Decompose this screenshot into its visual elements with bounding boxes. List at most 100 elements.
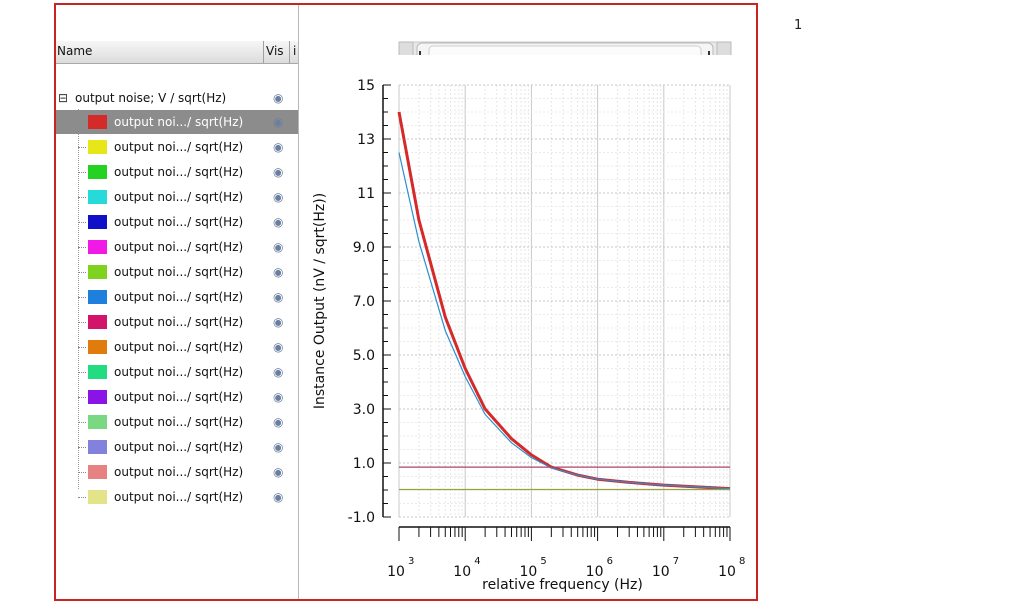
x-tick-label: 10 [453, 564, 471, 580]
tree-connector [78, 347, 86, 348]
trace-item[interactable]: output noi.../ sqrt(Hz) ◉ [56, 210, 298, 234]
eye-icon[interactable]: ◉ [273, 290, 284, 304]
x-tick-label: 10 [652, 564, 670, 580]
trace-item[interactable]: output noi.../ sqrt(Hz) ◉ [56, 485, 298, 509]
right-arrow-icon[interactable] [716, 41, 732, 55]
tree-connector [78, 272, 86, 273]
color-swatch [88, 165, 107, 179]
tree-connector [78, 197, 86, 198]
eye-icon[interactable]: ◉ [273, 215, 284, 229]
x-tick-exponent: 3 [408, 556, 414, 567]
noise-chart[interactable]: 15 13 11 9.0 7.0 5.0 3.0 1.0 -1.0 Instance Output… [299, 5, 756, 599]
eye-icon[interactable]: ◉ [273, 140, 284, 154]
trace-item[interactable]: output noi.../ sqrt(Hz) ◉ [56, 235, 298, 259]
trace-browser: Name Vis i ⊟ output noise; V / sqrt(Hz) … [56, 5, 299, 599]
x-tick-label: 10 [586, 564, 604, 580]
y-tick-label: 15 [357, 78, 375, 94]
color-swatch [88, 340, 107, 354]
eye-icon[interactable]: ◉ [273, 240, 284, 254]
trace-label: output noi.../ sqrt(Hz) [114, 340, 244, 354]
trace-item[interactable]: output noi.../ sqrt(Hz) ◉ [56, 360, 298, 384]
trace-label: output noi.../ sqrt(Hz) [114, 165, 244, 179]
tree-connector [78, 422, 86, 423]
trace-label: output noi.../ sqrt(Hz) [114, 465, 244, 479]
trace-item[interactable]: output noi.../ sqrt(Hz) ◉ [56, 285, 298, 309]
eye-icon[interactable]: ◉ [273, 390, 284, 404]
tree-root[interactable]: ⊟ output noise; V / sqrt(Hz) ◉ [56, 89, 298, 109]
trace-label: output noi.../ sqrt(Hz) [114, 290, 244, 304]
trace-item[interactable]: output noi.../ sqrt(Hz) ◉ [56, 135, 298, 159]
trace-label: output noi.../ sqrt(Hz) [114, 115, 244, 129]
trace-label: output noi.../ sqrt(Hz) [114, 490, 244, 504]
color-swatch [88, 215, 107, 229]
color-swatch [88, 190, 107, 204]
eye-icon[interactable]: ◉ [273, 440, 284, 454]
eye-icon[interactable]: ◉ [273, 190, 284, 204]
graph-window: 1 Name Vis i ⊟ output noise; V / sqrt(Hz… [54, 3, 802, 601]
color-swatch [88, 115, 107, 129]
trace-label: output noi.../ sqrt(Hz) [114, 440, 244, 454]
eye-icon[interactable]: ◉ [273, 340, 284, 354]
eye-icon[interactable]: ◉ [273, 265, 284, 279]
color-swatch [88, 490, 107, 504]
collapse-icon[interactable]: ⊟ [58, 91, 69, 105]
trace-item[interactable]: output noi.../ sqrt(Hz) ◉ [56, 160, 298, 184]
trace-item[interactable]: output noi.../ sqrt(Hz) ◉ [56, 435, 298, 459]
tree-connector [78, 397, 86, 398]
eye-icon[interactable]: ◉ [273, 490, 284, 504]
x-axis-label: relative frequency (Hz) [482, 577, 643, 593]
left-arrow-icon[interactable] [398, 41, 414, 55]
eye-icon[interactable]: ◉ [273, 91, 284, 105]
trace-label: output noi.../ sqrt(Hz) [114, 390, 244, 404]
plot-area: 15 13 11 9.0 7.0 5.0 3.0 1.0 -1.0 Instance Output… [299, 5, 756, 599]
trace-label: output noi.../ sqrt(Hz) [114, 140, 244, 154]
tree-connector [78, 297, 86, 298]
color-swatch [88, 240, 107, 254]
column-separator[interactable] [289, 41, 290, 63]
trace-item[interactable]: output noi.../ sqrt(Hz) ◉ [56, 310, 298, 334]
x-tick-exponent: 4 [474, 556, 480, 567]
tree-connector [78, 122, 86, 123]
trace-item[interactable]: output noi.../ sqrt(Hz) ◉ [56, 185, 298, 209]
trace-label: output noi.../ sqrt(Hz) [114, 265, 244, 279]
trace-item[interactable]: output noi.../ sqrt(Hz) ◉ [56, 335, 298, 359]
trace-item[interactable]: output noi.../ sqrt(Hz) ◉ [56, 410, 298, 434]
trace-item[interactable]: output noi.../ sqrt(Hz) ◉ [56, 385, 298, 409]
eye-icon[interactable]: ◉ [273, 165, 284, 179]
x-scroller[interactable] [299, 5, 756, 55]
x-tick-label: 10 [387, 564, 405, 580]
color-swatch [88, 390, 107, 404]
trace-label: output noi.../ sqrt(Hz) [114, 365, 244, 379]
trace-item[interactable]: output noi.../ sqrt(Hz) ◉ [56, 260, 298, 284]
y-tick-label: 11 [357, 186, 375, 202]
eye-icon[interactable]: ◉ [273, 115, 284, 129]
color-swatch [88, 265, 107, 279]
tree-root-label: output noise; V / sqrt(Hz) [75, 91, 227, 105]
tree-connector [78, 247, 86, 248]
column-header-name[interactable]: Name [57, 44, 93, 58]
trace-label: output noi.../ sqrt(Hz) [114, 415, 244, 429]
y-tick-label: 9.0 [353, 240, 375, 256]
column-separator[interactable] [263, 41, 264, 63]
eye-icon[interactable]: ◉ [273, 365, 284, 379]
trace-label: output noi.../ sqrt(Hz) [114, 190, 244, 204]
column-header-extra[interactable]: i [293, 44, 297, 58]
tree-connector [78, 497, 86, 498]
trace-label: output noi.../ sqrt(Hz) [114, 240, 244, 254]
series-line [397, 111, 731, 491]
tree-connector [78, 472, 86, 473]
y-tick-label: 7.0 [353, 294, 375, 310]
trace-item[interactable]: output noi.../ sqrt(Hz) ◉ [56, 460, 298, 484]
trace-label: output noi.../ sqrt(Hz) [114, 215, 244, 229]
eye-icon[interactable]: ◉ [273, 415, 284, 429]
eye-icon[interactable]: ◉ [273, 465, 284, 479]
trace-item[interactable]: output noi.../ sqrt(Hz) ◉ [56, 110, 298, 134]
tree-connector [78, 222, 86, 223]
column-header-vis[interactable]: Vis [266, 44, 284, 58]
table-header: Name Vis i [56, 41, 298, 64]
y-axis-label: Instance Output (nV / sqrt(Hz)) [312, 193, 328, 409]
tree-connector [78, 372, 86, 373]
color-swatch [88, 440, 107, 454]
eye-icon[interactable]: ◉ [273, 315, 284, 329]
color-swatch [88, 140, 107, 154]
